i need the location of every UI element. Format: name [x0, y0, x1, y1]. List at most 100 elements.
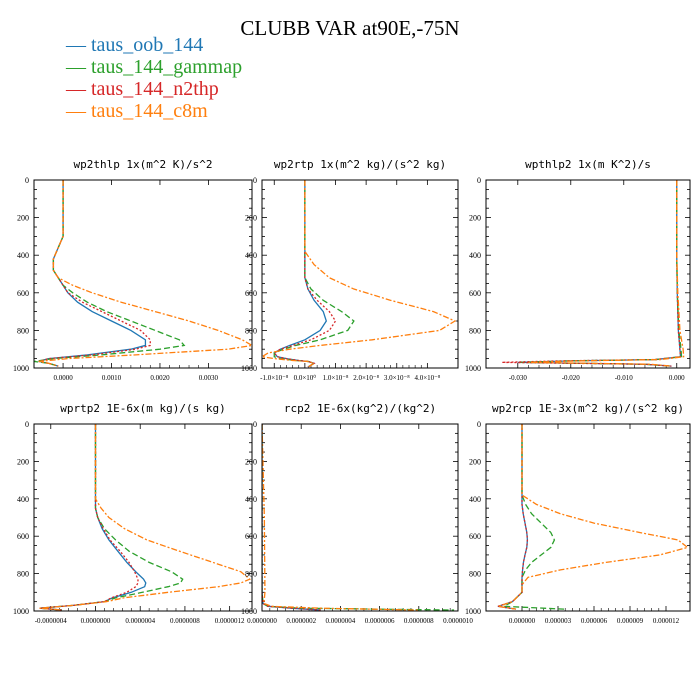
x-tick-label: 0.0000012: [215, 617, 245, 625]
y-tick-label: 0: [253, 176, 257, 185]
y-tick-label: 0: [253, 420, 257, 429]
y-tick-label: 200: [245, 214, 257, 223]
y-tick-label: 800: [469, 326, 481, 335]
y-tick-label: 200: [469, 214, 481, 223]
y-tick-label: 1000: [241, 607, 257, 616]
panel-title: wpthlp2 1x(m K^2)/s: [525, 158, 651, 171]
y-tick-label: 1000: [13, 364, 29, 373]
plot-frame: [261, 423, 459, 612]
y-tick-label: 600: [245, 532, 257, 541]
series-line-taus_144_gammap: [501, 424, 565, 610]
y-tick-label: 400: [245, 251, 257, 260]
plot-frame: [485, 179, 691, 369]
x-tick-label: 0.0000008: [404, 617, 434, 625]
series-line-taus_144_gammap: [34, 180, 186, 367]
y-tick-label: 800: [245, 570, 257, 579]
y-tick-label: 600: [469, 289, 481, 298]
figure-title: CLUBB VAR at90E,-75N: [240, 16, 460, 40]
panel: wprtp2 1E-6x(m kg)/(s kg) 0 200 400 600 800 10…: [13, 402, 253, 625]
series-line-taus_oob_144: [39, 424, 147, 611]
y-tick-label: 800: [469, 570, 481, 579]
series-line-taus_oob_144: [273, 180, 328, 368]
x-tick-label: 0.0010: [102, 374, 122, 382]
legend-item: — taus_144_c8m: [66, 100, 208, 122]
y-tick-label: 200: [469, 457, 481, 466]
x-tick-label: 0.000: [669, 374, 685, 382]
plot-frame: [33, 423, 253, 612]
panel: wpthlp2 1x(m K^2)/s 0 200 400 600 800 1000 -0.0…: [465, 158, 691, 382]
y-tick-label: 600: [17, 532, 29, 541]
x-tick-label: 0.0000000: [247, 617, 277, 625]
x-tick-label: -0.010: [615, 374, 634, 382]
y-tick-label: 600: [469, 532, 481, 541]
x-tick-label: 0.000003: [545, 617, 572, 625]
x-tick-label: -0.0000004: [35, 617, 68, 625]
series-line-taus_oob_144: [262, 424, 321, 611]
panel-title: wp2rcp 1E-3x(m^2 kg)/(s^2 kg): [492, 402, 684, 415]
plot-frame: [261, 179, 459, 369]
series-line-taus_144_gammap: [39, 424, 184, 611]
series-line-taus_144_n2thp: [262, 424, 321, 611]
y-tick-label: 0: [477, 176, 481, 185]
series-line-taus_144_c8m: [497, 424, 690, 610]
plot-frame: [33, 179, 253, 369]
x-tick-label: 0.000012: [653, 617, 680, 625]
y-tick-label: 1000: [465, 607, 481, 616]
x-tick-label: 0.0×10⁰: [294, 374, 317, 382]
y-tick-label: 200: [245, 457, 257, 466]
y-tick-label: 800: [17, 326, 29, 335]
x-tick-label: -0.030: [509, 374, 528, 382]
series-line-taus_oob_144: [517, 180, 682, 367]
legend-item: — taus_144_n2thp: [66, 78, 219, 100]
x-tick-label: 0.0000008: [170, 617, 200, 625]
series-line-taus_144_c8m: [528, 180, 685, 367]
y-tick-label: 1000: [13, 607, 29, 616]
y-tick-label: 600: [245, 289, 257, 298]
series-line-taus_144_c8m: [262, 424, 419, 611]
legend-item: — taus_oob_144: [66, 34, 204, 56]
y-tick-label: 200: [17, 214, 29, 223]
panel-title: wprtp2 1E-6x(m kg)/(s kg): [60, 402, 226, 415]
series-line-taus_144_gammap: [262, 424, 455, 611]
panel: wp2thlp 1x(m^2 K)/s^2 0 200 400 600 800 1000 0.…: [13, 158, 253, 382]
y-tick-label: 400: [17, 251, 29, 260]
x-tick-label: 0.0020: [150, 374, 170, 382]
panel-title: rcp2 1E-6x(kg^2)/(kg^2): [284, 402, 436, 415]
y-tick-label: 200: [17, 457, 29, 466]
x-tick-label: -1.0×10⁻⁸: [260, 374, 289, 382]
x-tick-label: 0.0000002: [286, 617, 316, 625]
y-tick-label: 0: [25, 176, 29, 185]
series-line-taus_144_n2thp: [497, 424, 529, 610]
series-line-taus_oob_144: [497, 424, 529, 610]
y-tick-label: 0: [477, 420, 481, 429]
panel-title: wp2thlp 1x(m^2 K)/s^2: [73, 158, 212, 171]
x-tick-label: 0.000000: [509, 617, 536, 625]
x-tick-label: 0.0000004: [125, 617, 155, 625]
series-line-taus_144_gammap: [517, 180, 683, 367]
x-tick-label: 0.0000: [53, 374, 73, 382]
x-tick-label: -0.020: [562, 374, 581, 382]
x-tick-label: 0.0000000: [81, 617, 111, 625]
x-tick-label: 0.0000010: [443, 617, 473, 625]
panel: wp2rtp 1x(m^2 kg)/(s^2 kg) 0 200 400 600 800 1…: [241, 158, 459, 382]
y-tick-label: 600: [17, 289, 29, 298]
series-line-taus_144_gammap: [273, 180, 355, 368]
series-line-taus_144_c8m: [38, 180, 252, 367]
y-tick-label: 1000: [465, 364, 481, 373]
y-tick-label: 1000: [241, 364, 257, 373]
x-tick-label: 0.000009: [617, 617, 644, 625]
x-tick-label: 1.0×10⁻⁸: [323, 374, 349, 382]
x-tick-label: 0.0030: [199, 374, 219, 382]
x-tick-label: 4.0×10⁻⁸: [414, 374, 440, 382]
panel: rcp2 1E-6x(kg^2)/(kg^2) 0 200 400 600 800 1000…: [241, 402, 473, 625]
x-tick-label: 2.0×10⁻⁸: [353, 374, 379, 382]
y-tick-label: 400: [469, 251, 481, 260]
x-tick-label: 0.0000004: [326, 617, 356, 625]
legend-item: — taus_144_gammap: [66, 56, 243, 78]
y-tick-label: 400: [469, 495, 481, 504]
x-tick-label: 3.0×10⁻⁸: [384, 374, 410, 382]
y-tick-label: 0: [25, 420, 29, 429]
y-tick-label: 400: [245, 495, 257, 504]
series-line-taus_144_n2thp: [39, 424, 139, 611]
